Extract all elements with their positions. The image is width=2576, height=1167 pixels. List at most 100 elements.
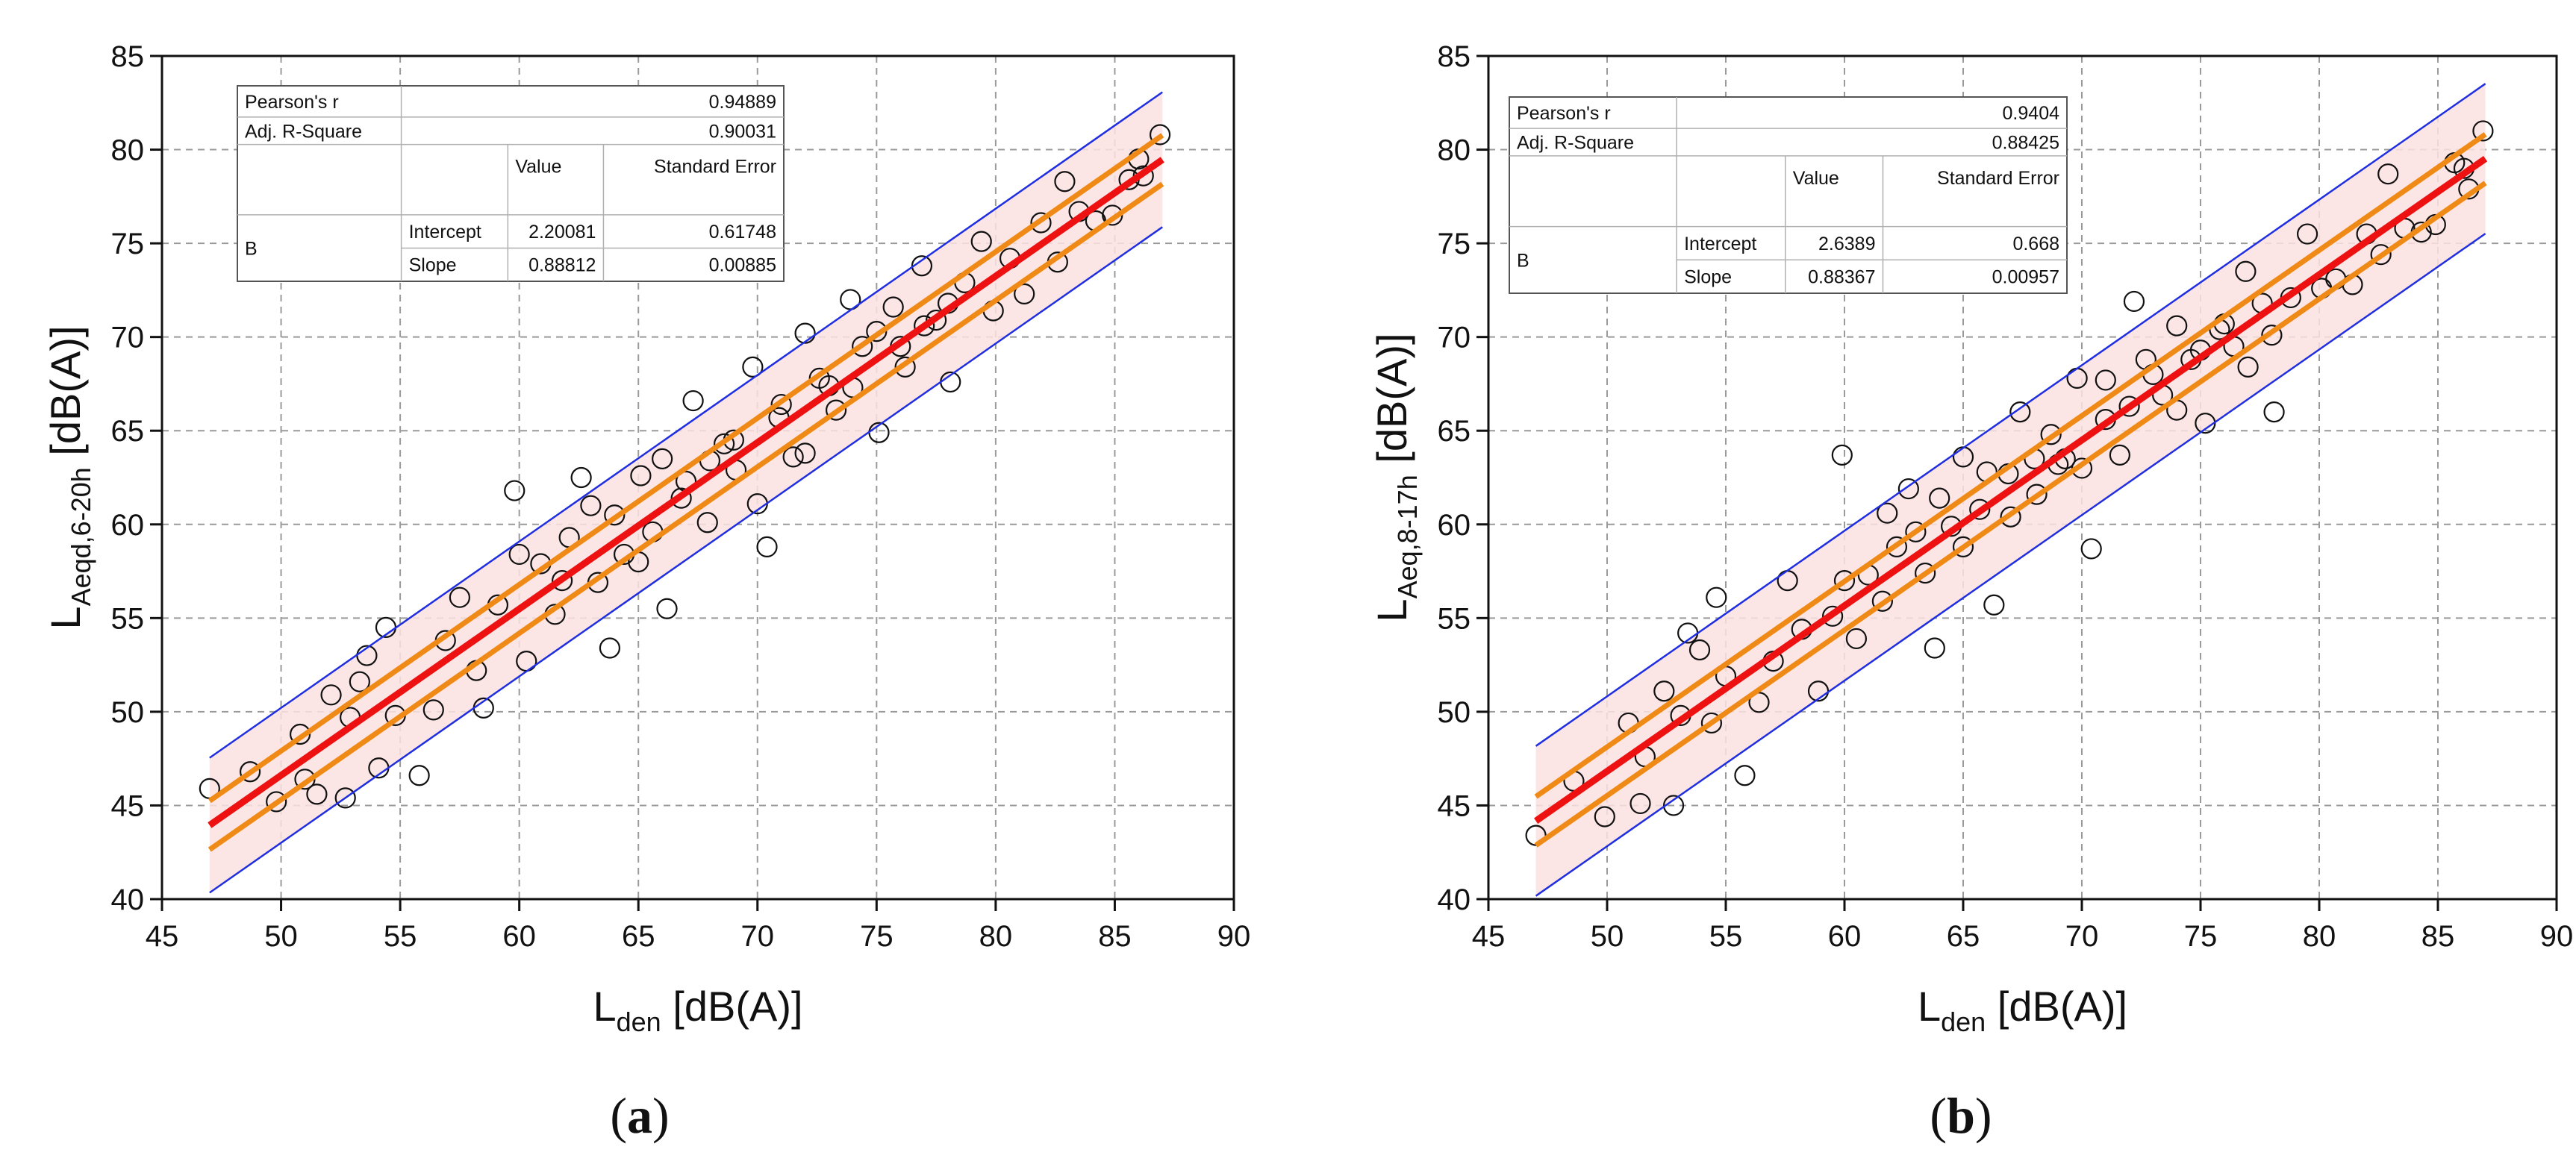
y-tick-label: 45 [1438, 789, 1471, 822]
data-point [2009, 401, 2031, 423]
data-point [2472, 120, 2494, 142]
data-point [1014, 283, 1035, 305]
data-point [1662, 795, 1685, 816]
x-tick-label: 65 [622, 920, 655, 953]
data-point [782, 446, 804, 468]
data-point [1871, 590, 1893, 612]
x-tick-label: 70 [2065, 920, 2099, 953]
y-tick-label: 60 [1438, 509, 1471, 542]
data-point [1149, 124, 1171, 146]
data-point [2095, 369, 2116, 391]
fit-line [208, 157, 1164, 828]
intercept-se: 0.61748 [709, 222, 776, 243]
intercept-value: 2.20081 [528, 222, 596, 243]
x-tick-label: 70 [741, 920, 775, 953]
y-tick-label: 70 [111, 322, 145, 354]
data-point [2118, 395, 2140, 417]
data-point [1700, 712, 1723, 734]
data-point [2237, 356, 2259, 378]
data-point [1877, 502, 1898, 524]
pearson-label: Pearson's r [1517, 103, 1611, 124]
y-tick-label: 65 [111, 415, 145, 448]
data-point [1734, 765, 1756, 786]
intercept-value: 2.6389 [1818, 234, 1875, 254]
adj-r-square-label: Adj. R-Square [245, 121, 362, 142]
group-label: B [1517, 250, 1529, 271]
x-tick-label: 80 [2303, 920, 2336, 953]
data-point [1630, 792, 1651, 815]
data-point [852, 336, 873, 357]
data-point [1653, 681, 1675, 702]
adj-r-square-label: Adj. R-Square [1517, 132, 1634, 153]
data-point [714, 433, 735, 454]
prediction-band-line [209, 226, 1163, 894]
adj-r-square-value: 0.88425 [1992, 132, 2059, 153]
prediction-band-line [1535, 83, 2486, 747]
pearson-value: 0.94889 [709, 92, 776, 113]
data-point [742, 356, 764, 378]
data-point [1054, 171, 1076, 193]
data-point [422, 699, 444, 721]
x-tick-label: 60 [1828, 920, 1862, 953]
intercept-se: 0.668 [2012, 234, 2059, 254]
data-point [306, 783, 328, 805]
x-tick-label: 60 [502, 920, 536, 953]
panel-a: 45 50 55 60 65 70 75 80 85 9040455055606570758085… [42, 40, 1250, 1144]
data-point [2040, 424, 2062, 445]
data-point [2263, 401, 2285, 423]
slope-value: 0.88367 [1808, 267, 1875, 288]
x-tick-label: 50 [264, 920, 298, 953]
x-tick-label: 50 [1591, 920, 1624, 953]
confidence-band-line [1534, 132, 2487, 799]
slope-label: Slope [1684, 267, 1732, 288]
data-point [825, 399, 847, 421]
data-point [504, 480, 526, 501]
stats-table: Pearson's r 0.94889 Adj. R-Square 0.90031 Va… [237, 85, 785, 282]
y-tick-label: 55 [111, 602, 145, 635]
y-axis-label: LAeqd,6-20h [dB(A)] [42, 325, 96, 629]
data-point [320, 684, 342, 706]
data-point [866, 321, 888, 342]
data-point [552, 570, 573, 592]
x-tick-label: 55 [384, 920, 417, 953]
data-point [1886, 536, 1908, 558]
panel-b: 45 50 55 60 65 70 75 80 85 9040455055606570758085… [1368, 40, 2573, 1144]
y-tick-label: 40 [111, 883, 145, 916]
data-point [2000, 506, 2021, 528]
data-point [1915, 562, 1936, 584]
x-tick-label: 65 [1947, 920, 1980, 953]
y-tick-label: 85 [1438, 40, 1471, 73]
x-tick-label: 45 [1472, 920, 1506, 953]
y-tick-label: 75 [1438, 228, 1471, 260]
data-point [1831, 444, 1853, 466]
plot-frame [160, 54, 1235, 901]
stats-table: Pearson's r 0.9404 Adj. R-Square 0.88425 Val… [1509, 96, 2068, 294]
data-point [682, 389, 704, 412]
data-point [599, 637, 621, 659]
y-tick-label: 80 [111, 134, 145, 167]
stats-table-box [237, 85, 785, 282]
data-point [334, 787, 356, 809]
y-tick-label: 50 [1438, 696, 1471, 729]
data-point [794, 442, 816, 464]
plot-frame [1487, 54, 2558, 901]
data-point [604, 504, 626, 526]
x-tick-label: 85 [1098, 920, 1132, 953]
data-point [882, 296, 904, 318]
y-tick-label: 65 [1438, 415, 1471, 448]
intercept-label: Intercept [1684, 234, 1756, 254]
panel-caption: (b) [1930, 1087, 1992, 1144]
prediction-band-line [1535, 233, 2486, 897]
data-point [1952, 536, 1974, 558]
data-point [656, 598, 678, 619]
value-header: Value [515, 157, 561, 178]
slope-se: 0.00957 [1992, 267, 2059, 288]
x-tick-label: 45 [146, 920, 179, 953]
data-point [894, 356, 916, 378]
data-point [630, 465, 652, 486]
x-tick-label: 75 [2184, 920, 2218, 953]
data-point [2377, 163, 2399, 185]
data-point [1983, 594, 2005, 616]
y-tick-label: 80 [1438, 134, 1471, 167]
slope-label: Slope [409, 255, 457, 276]
